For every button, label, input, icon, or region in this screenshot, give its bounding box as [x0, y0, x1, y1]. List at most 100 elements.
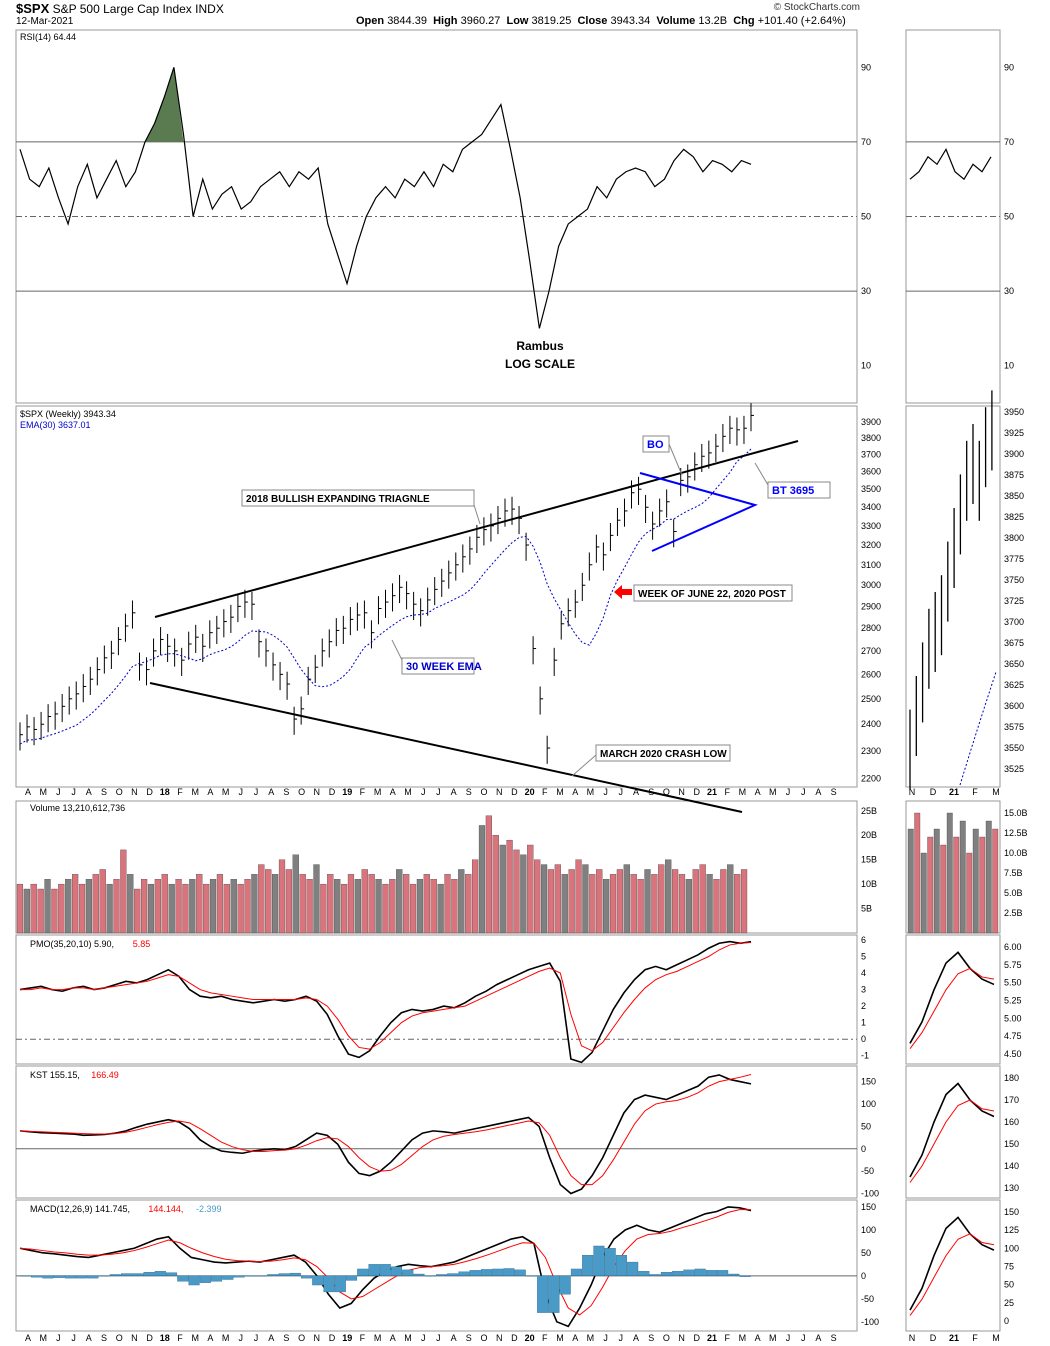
volume-bar	[65, 879, 72, 934]
inset-pmo-ytick: 6.00	[1004, 942, 1022, 952]
low-label: Low	[506, 15, 529, 27]
volume-bar	[272, 874, 279, 934]
panel-frame-macd	[15, 1199, 858, 1332]
macd-histogram-bar	[402, 1269, 414, 1276]
volume-bar	[713, 879, 720, 934]
macd-xtick: J	[801, 1333, 806, 1343]
chg-value: +101.40 (+2.64%)	[757, 15, 846, 27]
inset-volume-bar	[927, 836, 934, 934]
price-ytick: 2800	[861, 623, 881, 633]
macd-xtick: J	[71, 1333, 76, 1343]
macd-histogram-bar	[705, 1270, 717, 1276]
rsi-ytick: 70	[861, 137, 871, 147]
macd-xtick: 20	[525, 1333, 535, 1343]
macd-histogram-bar	[233, 1275, 245, 1278]
macd-xtick: J	[56, 1333, 61, 1343]
price-xtick: J	[436, 787, 441, 797]
inset-kst-ytick: 170	[1004, 1095, 1019, 1105]
price-xtick: M	[587, 787, 595, 797]
macd-xtick: O	[663, 1333, 670, 1343]
inset-macd-ytick: 125	[1004, 1225, 1019, 1235]
price-ytick: 2700	[861, 646, 881, 656]
price-xtick: J	[786, 787, 791, 797]
inset-price-ytick: 3700	[1004, 617, 1024, 627]
macd-histogram-bar	[390, 1266, 403, 1276]
inset-volume-ytick: 10.0B	[1004, 848, 1028, 858]
inset-macd-xtick: D	[930, 1333, 937, 1343]
inset-macd-line	[909, 1216, 995, 1311]
price-xtick: 21	[707, 787, 717, 797]
macd-histogram-bar	[424, 1275, 436, 1277]
inset-pmo-ytick: 5.75	[1004, 960, 1022, 970]
inset-macd-ytick: 0	[1004, 1316, 1009, 1326]
macd-histogram-bar	[121, 1273, 133, 1276]
volume-bar	[692, 869, 699, 934]
inset-rsi-ytick: 50	[1004, 212, 1014, 222]
close-label: Close	[577, 15, 608, 27]
pmo-ytick: 4	[861, 968, 866, 978]
panel-frame-kst	[15, 1065, 858, 1199]
volume-bar	[37, 888, 44, 934]
inset-pmo-ytick: 5.25	[1004, 996, 1022, 1006]
volume-bar	[478, 825, 486, 934]
price-xtick: M	[191, 787, 199, 797]
volume-bar	[237, 883, 244, 934]
macd-xtick: S	[831, 1333, 837, 1343]
price-xtick: J	[239, 787, 244, 797]
volume-bar	[154, 879, 161, 934]
volume-bar	[389, 879, 396, 934]
macd-xtick: A	[755, 1333, 761, 1343]
volume-bar	[147, 883, 155, 934]
price-xtick: A	[390, 787, 396, 797]
ema-annotation-box	[401, 657, 475, 675]
volume-bar	[140, 879, 148, 934]
volume-bar	[416, 879, 424, 934]
kst-label: KST 155.15,	[30, 1070, 80, 1080]
price-xtick: J	[254, 787, 259, 797]
volume-bar	[472, 859, 479, 934]
macd-histogram-bar	[582, 1255, 594, 1276]
macd-xtick: 21	[707, 1333, 717, 1343]
inset-macd-ytick: 50	[1004, 1280, 1014, 1290]
volume-bar	[561, 874, 568, 934]
macd-histogram-bar	[53, 1275, 65, 1278]
volume-bar	[251, 874, 258, 934]
pmo-ytick: 6	[861, 935, 866, 945]
inset-macd-ytick: 25	[1004, 1298, 1014, 1308]
volume-bar	[189, 879, 196, 934]
volume-bar	[120, 849, 127, 934]
volume-bar	[444, 874, 451, 934]
macd-ytick: -100	[861, 1317, 879, 1327]
volume-bar	[720, 869, 727, 934]
macd-histogram-bar	[660, 1272, 672, 1276]
inset-macd-xtick: M	[992, 1333, 1000, 1343]
open-value: 3844.39	[387, 15, 427, 27]
price-ytick: 2400	[861, 719, 881, 729]
symbol-name: S&P 500 Large Cap Index	[52, 2, 192, 16]
bt-annotation: BT 3695	[772, 485, 814, 497]
macd-histogram-bar	[368, 1264, 380, 1276]
inset-volume-ytick: 15.0B	[1004, 808, 1028, 818]
volume-bar	[665, 859, 672, 934]
price-xtick: A	[755, 787, 761, 797]
inset-price-ytick: 3625	[1004, 680, 1024, 690]
volume-bar	[299, 874, 306, 934]
inset-frame-kst	[905, 1065, 1001, 1199]
macd-xtick: S	[466, 1333, 472, 1343]
inset-ema-line	[959, 671, 997, 786]
volume-bar	[306, 879, 313, 934]
price-xtick: F	[360, 787, 366, 797]
inset-price-ytick: 3875	[1004, 470, 1024, 480]
macd-xtick: M	[587, 1333, 595, 1343]
macd-histogram-bar	[109, 1274, 121, 1276]
inset-price-ytick: 3550	[1004, 743, 1024, 753]
price-xtick: A	[815, 787, 821, 797]
volume-bar	[209, 879, 217, 934]
volume-bar	[223, 883, 230, 934]
price-xtick: O	[480, 787, 487, 797]
macd-histogram-bar	[244, 1275, 256, 1277]
volume-bar	[134, 888, 141, 934]
inset-kst-ytick: 150	[1004, 1139, 1019, 1149]
red-arrow-icon	[614, 585, 632, 599]
macd-histogram-bar	[604, 1248, 616, 1276]
